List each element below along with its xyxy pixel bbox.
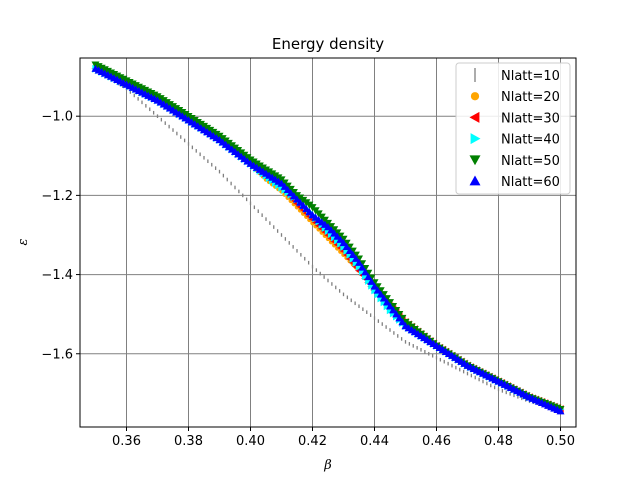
data-point [395, 314, 404, 322]
data-point [379, 294, 388, 302]
x-tick-label: 0.36 [112, 434, 141, 449]
legend-marker [470, 133, 481, 145]
x-tick-label: 0.50 [546, 434, 575, 449]
x-axis-label: β [323, 458, 332, 473]
x-tick-label: 0.40 [236, 434, 265, 449]
data-point [376, 290, 385, 298]
legend-label: Nlatt=30 [501, 111, 560, 126]
data-point [345, 246, 354, 255]
data-point [389, 306, 398, 314]
data-point [367, 277, 376, 285]
y-tick-label: −1.4 [41, 268, 73, 283]
data-point [348, 250, 357, 258]
legend-label: Nlatt=20 [501, 90, 560, 105]
chart-title: Energy density [272, 35, 384, 53]
legend-label: Nlatt=50 [501, 154, 560, 169]
data-point [351, 254, 360, 262]
legend-marker [470, 92, 480, 101]
legend-marker [469, 155, 481, 166]
data-point [392, 310, 401, 318]
y-tick-label: −1.0 [41, 110, 73, 125]
data-point [355, 258, 363, 266]
series-nlatt-60 [91, 64, 565, 415]
legend-label: Nlatt=60 [501, 175, 560, 190]
data-point [382, 298, 391, 306]
data-point [342, 242, 351, 251]
data-point [556, 407, 565, 415]
data-point [364, 272, 373, 281]
data-point [386, 302, 394, 310]
data-point [370, 282, 379, 290]
data-point [361, 268, 370, 276]
y-axis-label: ε [16, 238, 31, 245]
legend-label: Nlatt=10 [501, 69, 560, 84]
x-tick-label: 0.44 [360, 434, 389, 449]
x-tick-label: 0.38 [174, 434, 203, 449]
legend-label: Nlatt=40 [501, 133, 560, 148]
y-tick-label: −1.6 [41, 347, 73, 362]
x-tick-label: 0.46 [422, 434, 451, 449]
data-point [398, 318, 407, 326]
legend-frame [455, 62, 571, 195]
y-tick-label: −1.2 [41, 189, 73, 204]
x-tick-label: 0.42 [298, 434, 327, 449]
plot-frame [79, 57, 577, 428]
legend-marker [469, 111, 480, 123]
plot-data [91, 61, 565, 415]
legend: Nlatt=10 Nlatt=20 Nlatt=30 Nlatt=40 Nlatt=50… [455, 62, 571, 195]
data-point [358, 263, 367, 271]
data-point [373, 286, 382, 294]
data-point [339, 238, 348, 247]
legend-marker [469, 175, 481, 186]
axis-ticks: 0.36 0.38 0.40 0.42 0.44 0.46 0.48 0.50 −1.0 −1.2… [41, 110, 575, 449]
x-tick-label: 0.48 [484, 434, 513, 449]
